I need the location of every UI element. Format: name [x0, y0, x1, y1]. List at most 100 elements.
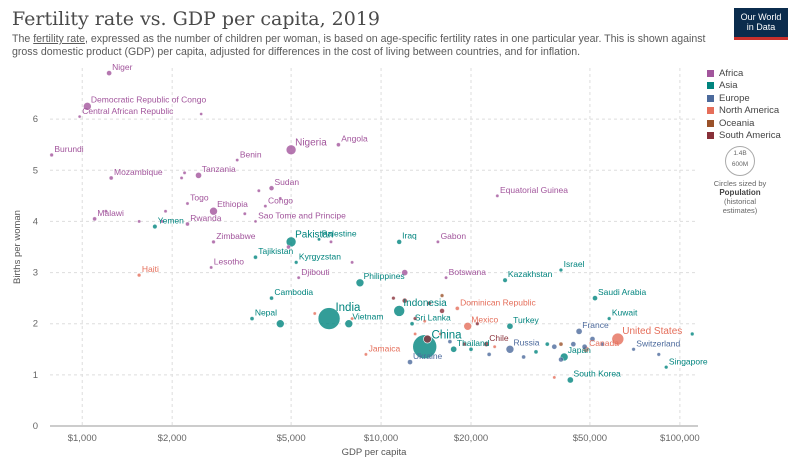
data-point[interactable] — [567, 376, 574, 384]
data-point[interactable] — [558, 356, 564, 363]
legend-item-oceania[interactable]: Oceania — [707, 117, 781, 129]
data-point[interactable] — [607, 316, 612, 321]
data-point[interactable] — [355, 278, 365, 288]
data-point[interactable] — [422, 319, 427, 323]
data-point[interactable] — [506, 323, 514, 330]
data-point[interactable] — [559, 268, 563, 272]
legend-item-europe[interactable]: Europe — [707, 92, 781, 104]
data-point[interactable] — [631, 347, 636, 352]
data-point[interactable] — [336, 142, 341, 147]
data-point[interactable] — [575, 328, 583, 335]
data-point[interactable] — [552, 375, 557, 380]
data-point[interactable] — [257, 188, 261, 193]
data-point[interactable] — [656, 352, 661, 357]
data-point[interactable] — [413, 332, 417, 336]
data-point[interactable] — [137, 219, 141, 224]
data-point[interactable] — [329, 240, 333, 244]
data-point[interactable] — [278, 196, 283, 201]
data-point[interactable] — [545, 342, 550, 347]
data-point[interactable] — [294, 260, 299, 265]
data-point[interactable] — [269, 295, 274, 301]
data-point[interactable] — [182, 171, 187, 175]
data-point[interactable] — [296, 275, 301, 280]
data-point[interactable] — [495, 194, 500, 198]
data-point[interactable] — [492, 344, 497, 349]
data-point[interactable] — [268, 185, 275, 191]
data-point[interactable] — [106, 70, 112, 76]
data-point[interactable] — [468, 347, 474, 352]
data-point[interactable] — [104, 209, 108, 213]
data-point[interactable] — [455, 306, 460, 311]
data-point[interactable] — [211, 239, 216, 244]
data-point[interactable] — [505, 344, 515, 354]
data-point[interactable] — [533, 349, 539, 354]
data-point[interactable] — [364, 352, 368, 357]
data-point[interactable] — [253, 219, 258, 224]
data-point[interactable] — [551, 344, 557, 350]
data-point[interactable] — [152, 224, 158, 229]
data-point[interactable] — [137, 273, 142, 278]
data-point[interactable] — [77, 114, 82, 119]
data-point[interactable] — [440, 293, 444, 298]
data-point[interactable] — [558, 342, 564, 347]
data-point[interactable] — [589, 336, 596, 342]
data-point[interactable] — [185, 201, 190, 206]
data-point[interactable] — [275, 319, 285, 329]
data-point[interactable] — [313, 311, 317, 316]
data-point[interactable] — [249, 316, 255, 321]
data-point[interactable] — [690, 331, 695, 336]
data-point[interactable] — [483, 341, 489, 347]
data-point[interactable] — [436, 240, 440, 244]
legend-item-south-america[interactable]: South America — [707, 130, 781, 142]
data-point[interactable] — [317, 237, 321, 242]
legend-item-africa[interactable]: Africa — [707, 67, 781, 79]
data-point[interactable] — [402, 298, 408, 304]
data-point[interactable] — [109, 175, 114, 181]
data-point[interactable] — [600, 342, 605, 347]
data-point[interactable] — [401, 269, 408, 276]
data-point[interactable] — [393, 305, 405, 317]
data-point[interactable] — [350, 316, 354, 321]
data-point[interactable] — [253, 255, 258, 260]
data-point[interactable] — [179, 176, 184, 180]
data-point[interactable] — [160, 219, 164, 224]
data-point[interactable] — [438, 332, 443, 336]
data-point[interactable] — [611, 332, 625, 346]
data-point[interactable] — [317, 307, 341, 330]
data-point[interactable] — [199, 112, 203, 116]
data-point[interactable] — [462, 342, 467, 347]
data-point[interactable] — [592, 295, 598, 301]
data-point[interactable] — [49, 152, 54, 157]
data-point[interactable] — [243, 212, 247, 216]
data-point[interactable] — [407, 359, 413, 365]
data-point[interactable] — [486, 352, 492, 357]
data-point[interactable] — [83, 102, 92, 111]
legend-item-asia[interactable]: Asia — [707, 80, 781, 92]
data-point[interactable] — [664, 365, 669, 370]
data-point[interactable] — [185, 221, 190, 227]
data-point[interactable] — [570, 341, 576, 347]
data-point[interactable] — [409, 321, 415, 326]
data-point[interactable] — [423, 334, 432, 344]
data-point[interactable] — [235, 158, 239, 162]
data-point[interactable] — [450, 346, 457, 353]
owid-logo[interactable]: Our World in Data — [734, 8, 788, 40]
legend-item-north-america[interactable]: North America — [707, 105, 781, 117]
data-point[interactable] — [209, 206, 218, 216]
data-point[interactable] — [444, 275, 448, 280]
data-point[interactable] — [163, 209, 168, 213]
data-point[interactable] — [391, 296, 396, 301]
data-point[interactable] — [463, 321, 473, 331]
fertility-rate-link[interactable]: fertility rate — [33, 33, 86, 45]
data-point[interactable] — [427, 301, 432, 306]
data-point[interactable] — [413, 316, 418, 321]
data-point[interactable] — [475, 321, 480, 326]
data-point[interactable] — [502, 277, 508, 283]
data-point[interactable] — [447, 339, 453, 344]
data-point[interactable] — [209, 265, 213, 270]
data-point[interactable] — [350, 260, 354, 265]
data-point[interactable] — [263, 204, 268, 208]
data-point[interactable] — [195, 172, 202, 179]
data-point[interactable] — [285, 144, 297, 156]
data-point[interactable] — [439, 308, 445, 314]
